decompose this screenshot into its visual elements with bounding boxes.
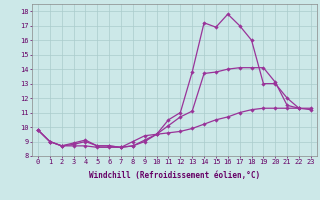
X-axis label: Windchill (Refroidissement éolien,°C): Windchill (Refroidissement éolien,°C) — [89, 171, 260, 180]
